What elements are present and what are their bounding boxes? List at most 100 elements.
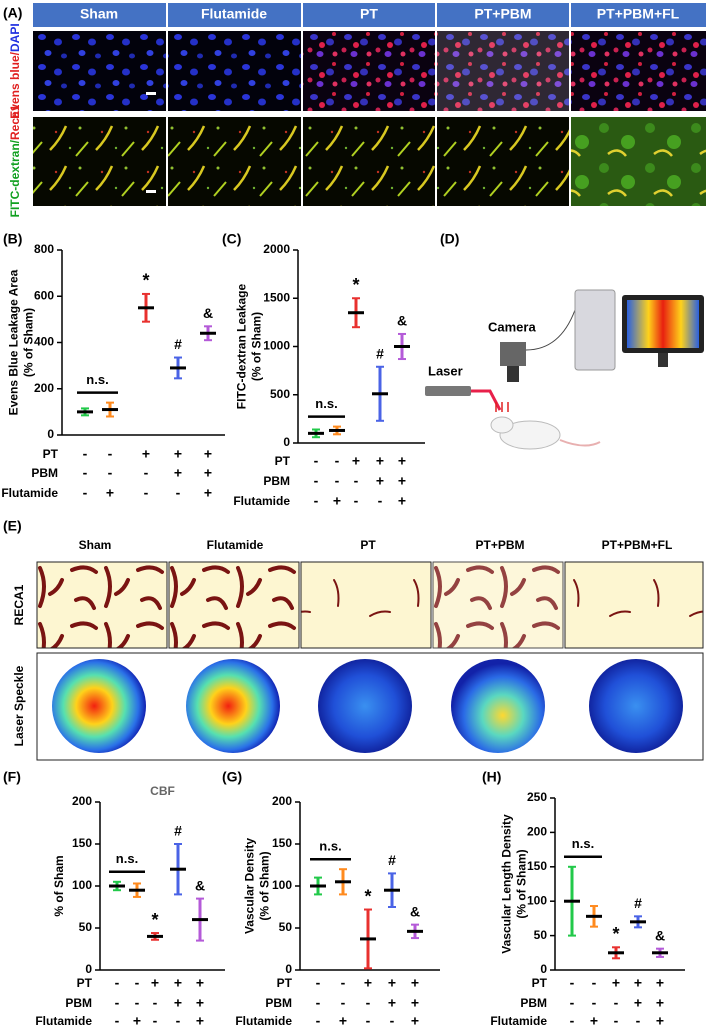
vessel-image [432, 561, 564, 649]
condition-sign: - [570, 995, 575, 1011]
condition-label: Flutamide [233, 494, 290, 508]
condition-sign: - [570, 1013, 575, 1029]
condition-sign: + [204, 485, 212, 501]
condition-sign: + [196, 1013, 204, 1029]
camera-label: Camera [488, 319, 536, 334]
condition-sign: - [135, 995, 140, 1011]
camera [500, 342, 526, 366]
condition-sign: - [316, 1013, 321, 1029]
row-label-part: FITC-dextran/ [8, 139, 22, 217]
vessel-image [300, 561, 432, 649]
y-tick-label: 200 [72, 794, 92, 808]
row-label-part: Evens blue/ [8, 51, 22, 118]
panel-d: Laser Camera [425, 289, 704, 450]
condition-sign: + [142, 446, 150, 462]
condition-sign: + [174, 465, 182, 481]
condition-sign: - [592, 975, 597, 991]
significance-label: * [364, 886, 371, 906]
y-tick-label: 400 [34, 335, 54, 349]
condition-sign: - [83, 485, 88, 501]
y-tick-label: 500 [270, 387, 290, 401]
significance-label: & [195, 877, 205, 893]
micrograph [571, 117, 706, 206]
condition-sign: - [335, 473, 340, 489]
micrograph [437, 31, 569, 111]
panel-label: (D) [440, 231, 459, 247]
significance-label: & [410, 903, 420, 919]
condition-sign: - [614, 995, 619, 1011]
laser-rays [495, 402, 509, 412]
micrograph [303, 31, 435, 111]
condition-sign: - [153, 1013, 158, 1029]
y-axis-label: (% of Sham) [515, 849, 529, 918]
significance-label: # [174, 823, 182, 839]
condition-sign: - [366, 995, 371, 1011]
y-tick-label: 0 [85, 962, 92, 976]
condition-sign: + [364, 975, 372, 991]
condition-sign: + [174, 995, 182, 1011]
condition-sign: + [656, 1013, 664, 1029]
condition-sign: + [634, 995, 642, 1011]
y-tick-label: 100 [272, 878, 292, 892]
monitor-stand [658, 353, 668, 367]
condition-sign: - [341, 975, 346, 991]
condition-label: Flutamide [1, 486, 58, 500]
laser-device [425, 386, 471, 396]
condition-sign: - [354, 473, 359, 489]
condition-sign: - [366, 1013, 371, 1029]
condition-sign: - [135, 975, 140, 991]
condition-sign: - [115, 995, 120, 1011]
column-header: PT+PBM+FL [597, 6, 680, 22]
column-header: PT+PBM [475, 538, 524, 552]
significance-label: n.s. [86, 372, 108, 387]
condition-sign: + [106, 485, 114, 501]
condition-sign: + [656, 975, 664, 991]
condition-sign: + [634, 975, 642, 991]
micrograph [33, 117, 166, 206]
condition-sign: - [83, 465, 88, 481]
row-label-part: Reca1 [8, 104, 22, 140]
micrograph [33, 31, 166, 111]
condition-label: PBM [31, 466, 58, 480]
y-axis-label: Vascular Density [243, 838, 257, 934]
y-axis-label: (% of Sham) [250, 312, 264, 381]
y-tick-label: 150 [272, 836, 292, 850]
condition-sign: + [151, 975, 159, 991]
condition-sign: - [153, 995, 158, 1011]
condition-sign: - [378, 493, 383, 509]
row-label: Evens blue/DAPI [8, 23, 22, 118]
y-tick-label: 0 [47, 427, 54, 441]
chart-title: CBF [150, 784, 175, 798]
scale-bar [146, 190, 156, 193]
speckle-image [186, 659, 280, 753]
condition-sign: + [411, 1013, 419, 1029]
y-tick-label: 2000 [263, 242, 290, 256]
mouse [499, 420, 561, 450]
y-tick-label: 600 [34, 288, 54, 302]
column-header: PT [360, 6, 378, 22]
speckle-image [589, 659, 683, 753]
condition-sign: - [115, 1013, 120, 1029]
condition-sign: - [144, 485, 149, 501]
laser-label: Laser [428, 363, 463, 378]
row-label: Laser Speckle [12, 665, 26, 746]
panel-label: (F) [3, 769, 21, 785]
y-tick-label: 0 [285, 962, 292, 976]
condition-sign: - [390, 1013, 395, 1029]
condition-sign: + [352, 453, 360, 469]
y-tick-label: 0 [283, 435, 290, 449]
condition-label: PT [532, 976, 548, 990]
vessel-image [36, 561, 168, 649]
header-cell [437, 3, 569, 27]
condition-sign: - [176, 485, 181, 501]
condition-label: PT [275, 454, 291, 468]
condition-sign: - [176, 1013, 181, 1029]
condition-sign: + [174, 446, 182, 462]
condition-sign: - [314, 453, 319, 469]
header-cell [571, 3, 706, 27]
micrograph [571, 31, 706, 111]
speckle-image [451, 659, 545, 753]
condition-sign: + [398, 473, 406, 489]
panel-e: Sham Flutamide PT PT+PBM PT+PBM+FL RECA1… [12, 538, 704, 761]
